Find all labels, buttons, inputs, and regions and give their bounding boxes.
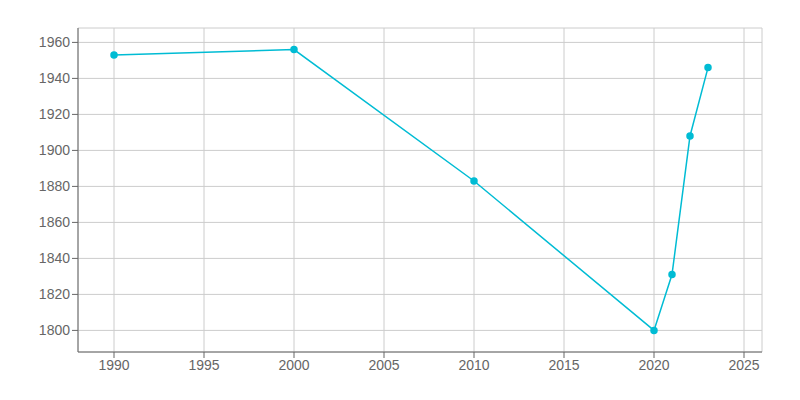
svg-text:1820: 1820 (39, 286, 70, 302)
svg-text:2010: 2010 (458, 357, 489, 373)
svg-text:1880: 1880 (39, 178, 70, 194)
svg-text:1900: 1900 (39, 142, 70, 158)
svg-text:2015: 2015 (548, 357, 579, 373)
svg-text:2005: 2005 (368, 357, 399, 373)
svg-text:2020: 2020 (638, 357, 669, 373)
svg-text:1940: 1940 (39, 70, 70, 86)
svg-text:1920: 1920 (39, 106, 70, 122)
svg-text:2025: 2025 (728, 357, 759, 373)
svg-text:1860: 1860 (39, 214, 70, 230)
svg-text:2000: 2000 (278, 357, 309, 373)
svg-text:1990: 1990 (98, 357, 129, 373)
svg-text:1800: 1800 (39, 322, 70, 338)
svg-text:1840: 1840 (39, 250, 70, 266)
svg-text:1960: 1960 (39, 34, 70, 50)
svg-text:1995: 1995 (188, 357, 219, 373)
